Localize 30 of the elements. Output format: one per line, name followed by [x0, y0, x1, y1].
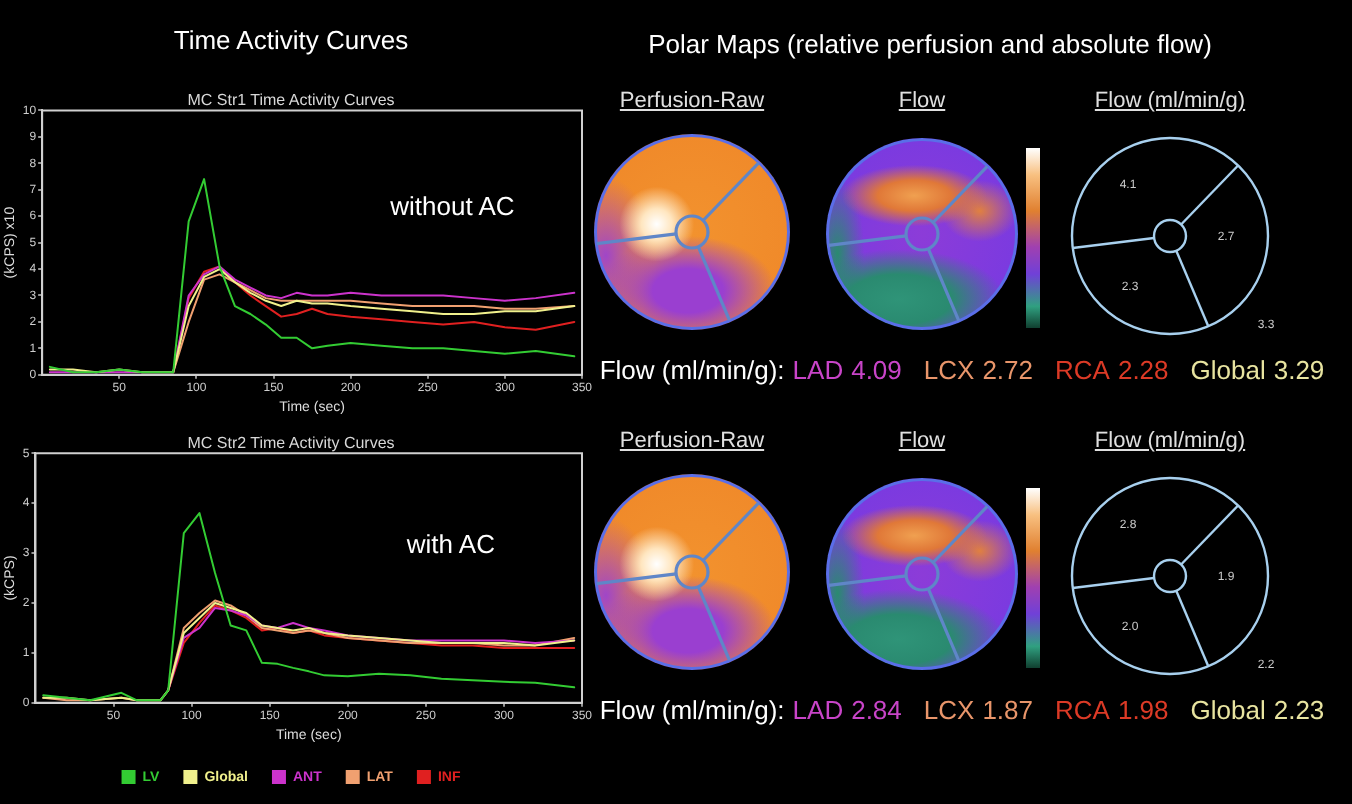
- text: Flow (ml/min/g):: [599, 355, 785, 385]
- data-label: 2.28: [1117, 355, 1169, 385]
- category-label: RCA: [1055, 695, 1110, 725]
- data-label: 1.87: [982, 695, 1034, 725]
- data-label: 2.23: [1273, 695, 1325, 725]
- category-label: LAD: [792, 355, 844, 385]
- text: Perfusion-Raw: [619, 429, 765, 453]
- text: Flow (ml/min/g): [1094, 89, 1246, 113]
- category-label: LAD: [792, 695, 844, 725]
- text: Polar Maps (relative perfusion and absolute flow): [648, 29, 1212, 59]
- data-label: 1.98: [1117, 695, 1169, 725]
- chart-title: MC Str2 Time Activity Curves: [187, 434, 395, 453]
- category-label: LCX: [923, 355, 975, 385]
- category-label: RCA: [1055, 355, 1110, 385]
- data-label: 4.09: [851, 355, 902, 385]
- data-label: 2.84: [851, 695, 902, 725]
- text: Flow (ml/min/g):: [599, 695, 785, 725]
- chart-subtitle: MC Str1 Time Activity Curves: [187, 91, 395, 110]
- text: Perfusion-Raw: [619, 89, 765, 113]
- annotation: with AC: [404, 528, 495, 559]
- category-label: Global: [1190, 355, 1266, 385]
- annotation: without AC: [388, 191, 515, 222]
- text: Flow: [898, 429, 946, 453]
- data-label: 2.72: [982, 355, 1034, 385]
- text: Flow (ml/min/g): [1094, 429, 1246, 453]
- chart-title: Time Activity Curves: [173, 24, 410, 55]
- category-label: LCX: [923, 695, 975, 725]
- data-label: 3.29: [1273, 355, 1325, 385]
- category-label: Global: [1190, 695, 1266, 725]
- text: Flow: [898, 89, 946, 113]
